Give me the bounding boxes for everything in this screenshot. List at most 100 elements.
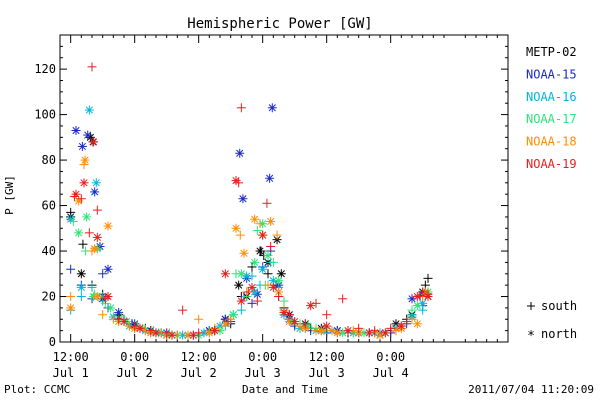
y-tick-label: 80 xyxy=(42,153,56,167)
point-noaa-18-north xyxy=(92,292,102,302)
marker-stroke xyxy=(397,322,405,330)
point-noaa-19-south xyxy=(92,205,102,215)
marker-stroke xyxy=(77,283,85,292)
data-points xyxy=(66,62,433,340)
point-noaa-15-south xyxy=(247,298,257,308)
point-noaa-17-north xyxy=(236,269,246,279)
point-noaa-15-north xyxy=(90,187,100,197)
point-noaa-16-north xyxy=(91,178,101,188)
point-noaa-18-north xyxy=(103,221,113,231)
marker-stroke xyxy=(381,329,389,337)
marker-stroke xyxy=(104,292,112,301)
point-noaa-19-south xyxy=(322,310,332,320)
marker-stroke xyxy=(239,195,247,203)
marker-stroke xyxy=(243,272,251,280)
point-noaa-17-south xyxy=(68,216,78,226)
marker-stroke xyxy=(67,215,75,223)
point-noaa-19-north xyxy=(364,328,374,338)
x-tick-day-label: Jul 4 xyxy=(373,366,409,380)
point-noaa-19-north xyxy=(151,328,161,338)
marker-stroke xyxy=(85,106,93,114)
marker-stroke xyxy=(285,317,293,326)
y-tick-label: 40 xyxy=(42,244,56,258)
marker-stroke xyxy=(307,302,315,310)
point-noaa-15-north xyxy=(77,141,87,151)
point-noaa-15-north xyxy=(265,173,275,183)
point-noaa-18-north xyxy=(266,216,276,226)
point-noaa-19-north xyxy=(92,232,102,242)
point-noaa-19-south xyxy=(252,296,262,306)
x-tick-day-label: Jul 2 xyxy=(181,366,217,380)
point-noaa-19-south xyxy=(262,198,272,208)
point-noaa-19-south xyxy=(76,194,86,204)
marker-stroke xyxy=(72,126,80,135)
marker-stroke xyxy=(211,327,219,335)
point-noaa-17-south xyxy=(268,257,278,267)
marker-stroke xyxy=(269,277,277,285)
point-noaa-19-north xyxy=(279,307,289,317)
point-noaa-19-north xyxy=(103,292,113,302)
point-noaa-19-south xyxy=(300,319,310,329)
point-noaa-19-north xyxy=(290,317,300,327)
point-noaa-15-north xyxy=(71,126,81,136)
point-noaa-19-north xyxy=(423,292,433,302)
point-noaa-18-north xyxy=(354,328,364,338)
point-noaa-18-north xyxy=(239,248,249,258)
point-noaa-18-north xyxy=(80,155,90,165)
point-noaa-19-north xyxy=(306,301,316,311)
point-noaa-18-south xyxy=(235,230,245,240)
point-noaa-19-south xyxy=(386,323,396,333)
marker-stroke xyxy=(333,329,341,337)
marker-stroke xyxy=(107,304,115,312)
point-noaa-15-north xyxy=(238,194,248,204)
legend-marker-north: * north xyxy=(527,327,577,344)
y-tick-label: 0 xyxy=(49,335,56,349)
x-tick-time-label: 12:00 xyxy=(53,350,89,364)
point-noaa-18-south xyxy=(407,314,417,324)
marker-stroke xyxy=(91,188,99,196)
point-noaa-18-north xyxy=(66,303,76,313)
point-noaa-18-north xyxy=(250,214,260,224)
marker-stroke xyxy=(84,131,92,139)
marker-stroke xyxy=(67,304,75,312)
marker-stroke xyxy=(323,322,331,330)
marker-stroke xyxy=(184,331,192,339)
marker-stroke xyxy=(267,217,275,226)
point-noaa-16-north xyxy=(84,105,94,115)
point-noaa-17-north xyxy=(274,276,284,286)
point-noaa-16-north xyxy=(76,282,86,292)
point-noaa-18-north xyxy=(332,328,342,338)
point-noaa-17-north xyxy=(106,303,116,313)
point-noaa-15-south xyxy=(66,264,76,274)
x-axis-label: Date and Time xyxy=(242,383,328,396)
marker-stroke xyxy=(232,176,240,185)
point-noaa-19-north xyxy=(396,321,406,331)
point-noaa-19-south xyxy=(243,287,253,297)
marker-stroke xyxy=(136,324,144,332)
marker-stroke xyxy=(237,297,245,305)
point-noaa-19-north xyxy=(236,296,246,306)
point-noaa-17-north xyxy=(228,310,238,320)
point-noaa-19-north xyxy=(220,269,230,279)
point-noaa-19-north xyxy=(322,321,332,331)
marker-stroke xyxy=(93,233,101,241)
marker-stroke xyxy=(273,236,281,244)
marker-stroke xyxy=(259,265,267,273)
marker-stroke xyxy=(251,215,259,223)
point-noaa-16-south xyxy=(87,282,97,292)
marker-stroke xyxy=(413,320,421,328)
point-noaa-19-north xyxy=(231,176,241,186)
y-axis-label: P [GW] xyxy=(3,175,16,215)
marker-stroke xyxy=(80,179,88,187)
point-noaa-18-south xyxy=(98,310,108,320)
marker-stroke xyxy=(232,224,240,232)
marker-stroke xyxy=(216,327,224,335)
marker-stroke xyxy=(120,317,128,326)
marker-stroke xyxy=(268,104,276,112)
legend-entry: NOAA-17 xyxy=(526,112,577,126)
marker-stroke xyxy=(413,302,421,310)
point-noaa-17-south xyxy=(252,226,262,236)
point-metp-02-north xyxy=(276,269,286,279)
point-metp-02-south xyxy=(263,269,273,279)
marker-stroke xyxy=(240,249,248,257)
